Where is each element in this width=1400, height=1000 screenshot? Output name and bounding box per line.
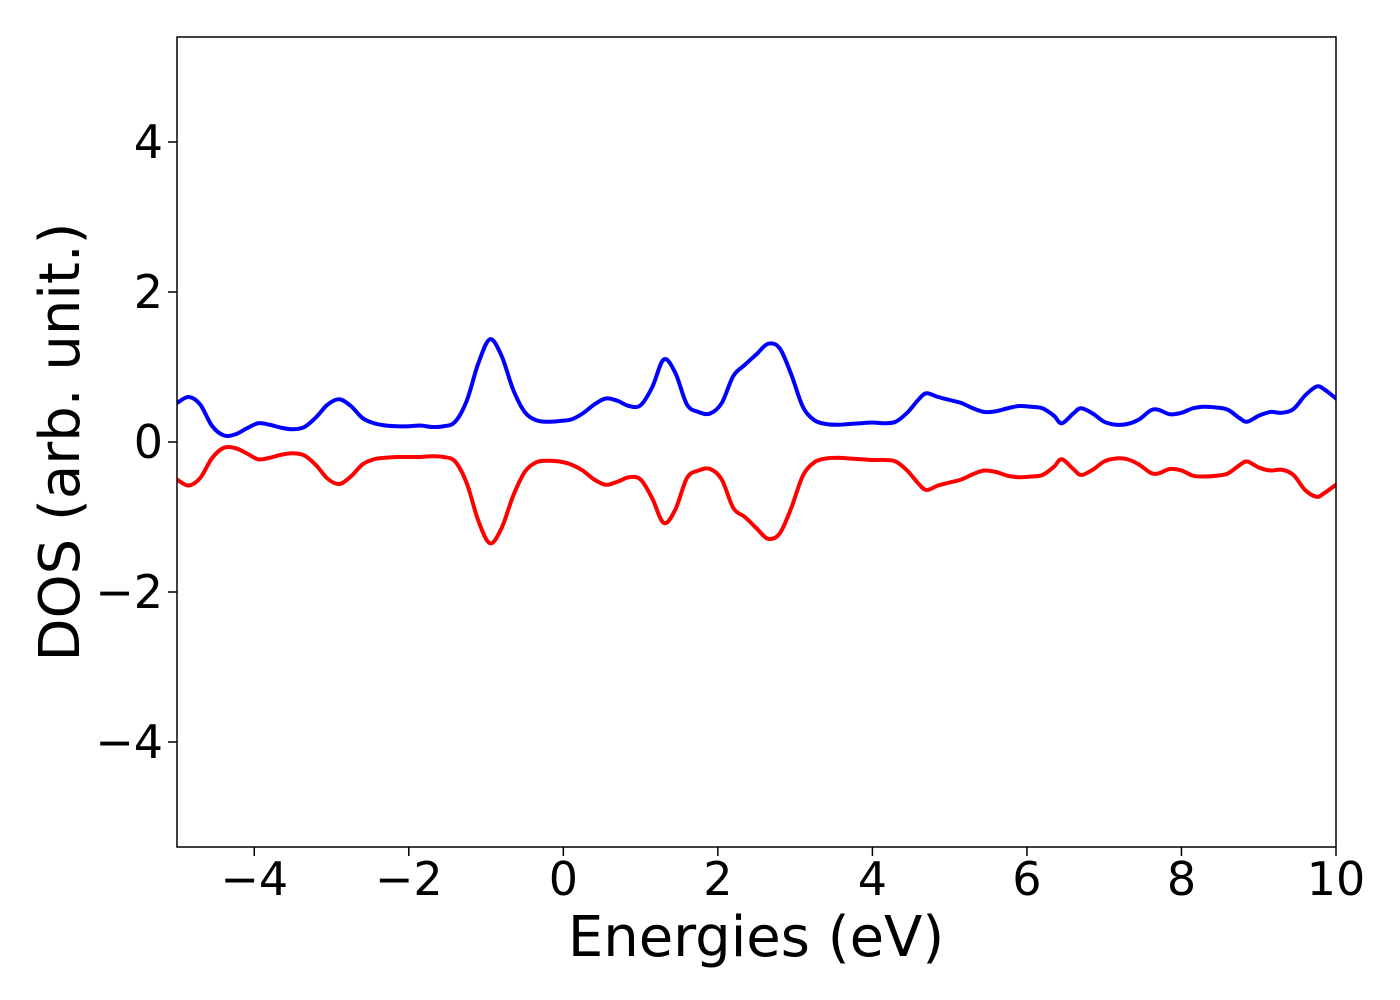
y-tick-label: −4 (95, 715, 163, 769)
x-tick-label: 6 (1012, 852, 1041, 906)
x-tick-label: 0 (549, 852, 578, 906)
x-tick-label: −4 (220, 852, 288, 906)
x-tick-label: 10 (1307, 852, 1366, 906)
x-tick-label: 4 (858, 852, 887, 906)
x-tick-label: 2 (703, 852, 732, 906)
spin-down-dos-line (177, 445, 1336, 546)
x-tick-label: 8 (1167, 852, 1196, 906)
y-tick-label: 0 (134, 415, 163, 469)
y-tick-label: −2 (95, 565, 163, 619)
y-axis-title: DOS (arb. unit.) (28, 222, 93, 661)
series-layer (177, 337, 1336, 546)
y-tick-label: 2 (134, 265, 163, 319)
y-axis: −4 −2 0 2 4 (95, 115, 177, 769)
y-tick-label: 4 (134, 115, 163, 169)
spin-up-dos-line (177, 337, 1336, 438)
x-axis-title: Energies (eV) (568, 905, 944, 970)
x-tick-label: −2 (375, 852, 443, 906)
x-axis: −4 −2 0 2 4 6 8 10 (220, 847, 1365, 906)
